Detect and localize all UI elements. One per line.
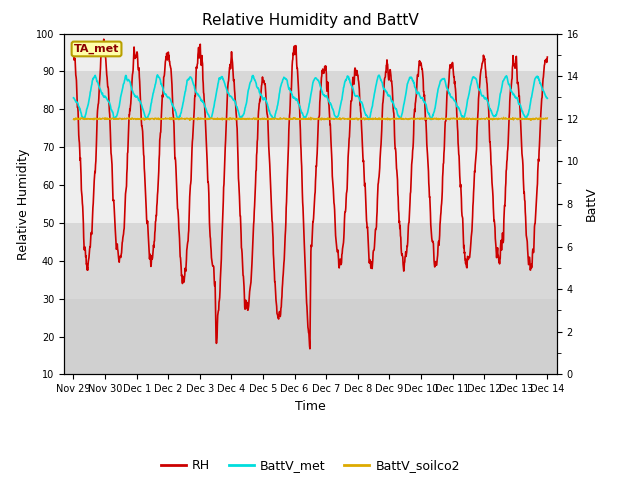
Bar bbox=[64, 72, 557, 109]
Bar bbox=[64, 261, 557, 299]
Bar bbox=[64, 299, 557, 374]
Bar bbox=[64, 147, 557, 185]
Bar bbox=[64, 223, 557, 261]
Text: TA_met: TA_met bbox=[74, 44, 119, 54]
Bar bbox=[64, 299, 557, 336]
Legend: RH, BattV_met, BattV_soilco2: RH, BattV_met, BattV_soilco2 bbox=[156, 454, 465, 477]
Title: Relative Humidity and BattV: Relative Humidity and BattV bbox=[202, 13, 419, 28]
Bar bbox=[64, 34, 557, 374]
Bar bbox=[64, 223, 557, 299]
Y-axis label: Relative Humidity: Relative Humidity bbox=[17, 148, 30, 260]
Bar bbox=[64, 72, 557, 147]
Bar bbox=[64, 336, 557, 374]
X-axis label: Time: Time bbox=[295, 400, 326, 413]
Bar bbox=[64, 0, 557, 34]
Bar bbox=[64, 185, 557, 223]
Y-axis label: BattV: BattV bbox=[584, 187, 598, 221]
Bar bbox=[64, 109, 557, 147]
Bar bbox=[64, 34, 557, 72]
